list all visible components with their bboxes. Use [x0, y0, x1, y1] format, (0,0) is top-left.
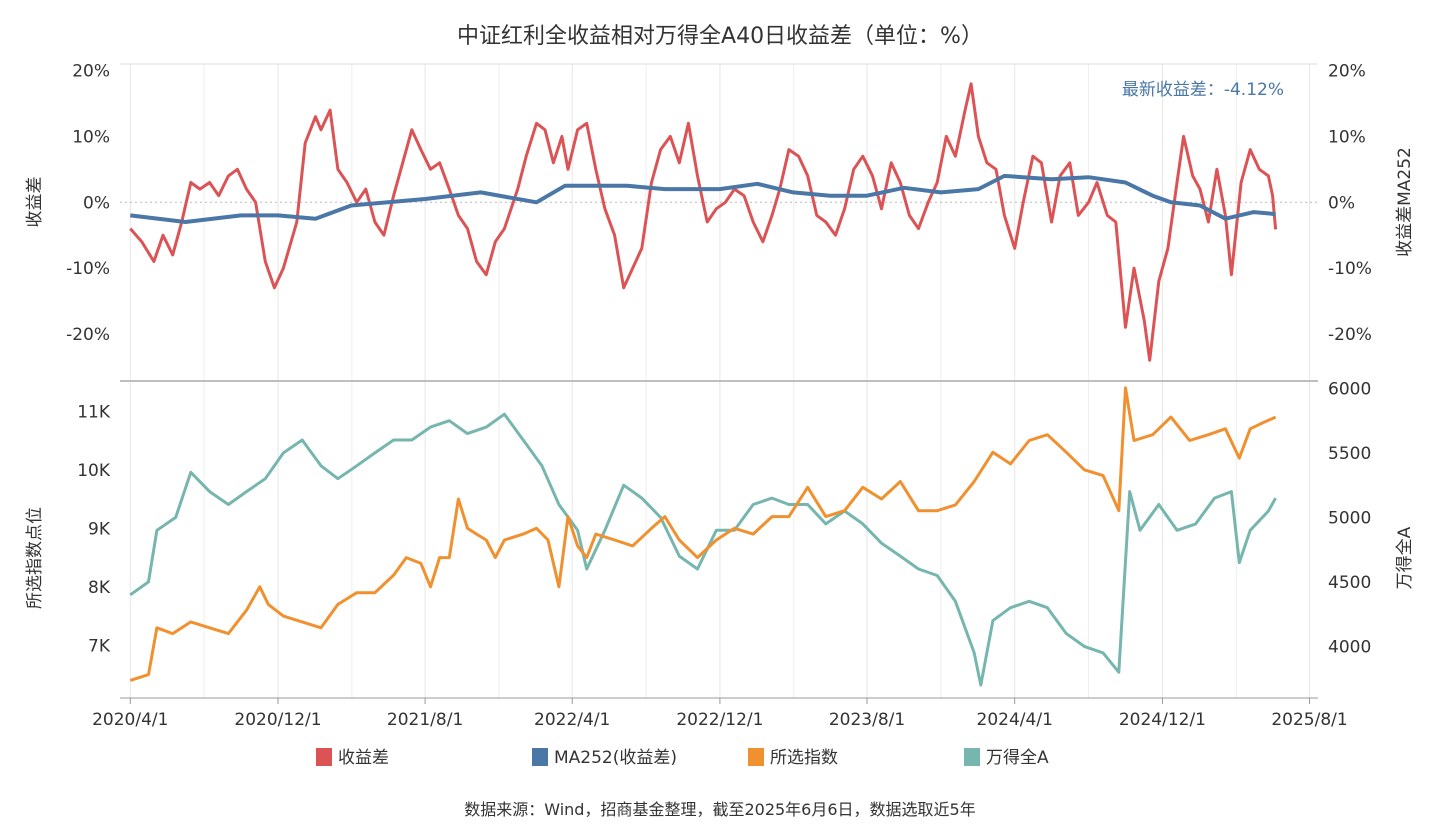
- series-line-wind-a: [129, 412, 1277, 687]
- chart-title: 中证红利全收益相对万得全A40日收益差（单位：%）: [457, 24, 983, 49]
- y-tick-label-left: -20%: [66, 325, 110, 345]
- legend-label: 收益差: [338, 748, 389, 768]
- latest-spread-annotation: 最新收益差：-4.12%: [1122, 80, 1284, 100]
- x-tick-label: 2022/4/1: [534, 710, 610, 730]
- y-tick-label-left: 20%: [72, 62, 110, 82]
- source-note: 数据来源：Wind，招商基金整理，截至2025年6月6日，数据选取近5年: [464, 800, 976, 819]
- legend-label: 所选指数: [770, 748, 838, 768]
- y-axis-title-left: 收益差: [25, 177, 45, 228]
- legend-swatch: [748, 748, 764, 766]
- x-tick-label: 2024/4/1: [977, 710, 1053, 730]
- y-tick-label-right: 20%: [1328, 62, 1366, 82]
- series-line-ma252: [130, 173, 1276, 224]
- y-axis-title-left: 所选指数点位: [25, 507, 45, 609]
- y-tick-label-right: -20%: [1328, 325, 1372, 345]
- legend-label: MA252(收益差): [554, 748, 677, 768]
- x-tick-label: 2024/12/1: [1119, 710, 1206, 730]
- x-tick-label: 2023/8/1: [829, 710, 905, 730]
- y-tick-label-right: 5500: [1328, 444, 1371, 464]
- y-tick-label-left: 10%: [72, 127, 110, 147]
- y-tick-label-left: 8K: [88, 578, 111, 598]
- x-tick-label: 2021/8/1: [387, 710, 463, 730]
- legend-swatch: [964, 748, 980, 766]
- y-tick-label-left: 9K: [88, 519, 111, 539]
- y-tick-label-right: 4000: [1328, 637, 1371, 657]
- y-tick-label-right: -10%: [1328, 259, 1372, 279]
- y-tick-label-left: 11K: [77, 402, 111, 422]
- y-tick-label-right: 4500: [1328, 573, 1371, 593]
- legend-swatch: [532, 748, 548, 766]
- x-tick-label: 2020/12/1: [234, 710, 321, 730]
- series-line-spread: [129, 82, 1278, 362]
- y-tick-label-right: 10%: [1328, 127, 1366, 147]
- y-tick-label-left: -10%: [66, 259, 110, 279]
- x-tick-label: 2020/4/1: [92, 710, 168, 730]
- legend-swatch: [316, 748, 332, 766]
- x-tick-label: 2025/8/1: [1271, 710, 1347, 730]
- legend-label: 万得全A: [986, 748, 1049, 768]
- x-tick-label: 2022/12/1: [676, 710, 763, 730]
- y-axis-title-right: 收益差MA252: [1395, 147, 1415, 257]
- y-axis-title-right: 万得全A: [1395, 526, 1415, 589]
- series-line-index: [129, 386, 1277, 682]
- y-tick-label-right: 5000: [1328, 508, 1371, 528]
- y-tick-label-right: 0%: [1328, 193, 1355, 213]
- y-tick-label-right: 6000: [1328, 379, 1371, 399]
- y-tick-label-left: 0%: [83, 193, 110, 213]
- y-tick-label-left: 7K: [88, 636, 111, 656]
- y-tick-label-left: 10K: [77, 461, 111, 481]
